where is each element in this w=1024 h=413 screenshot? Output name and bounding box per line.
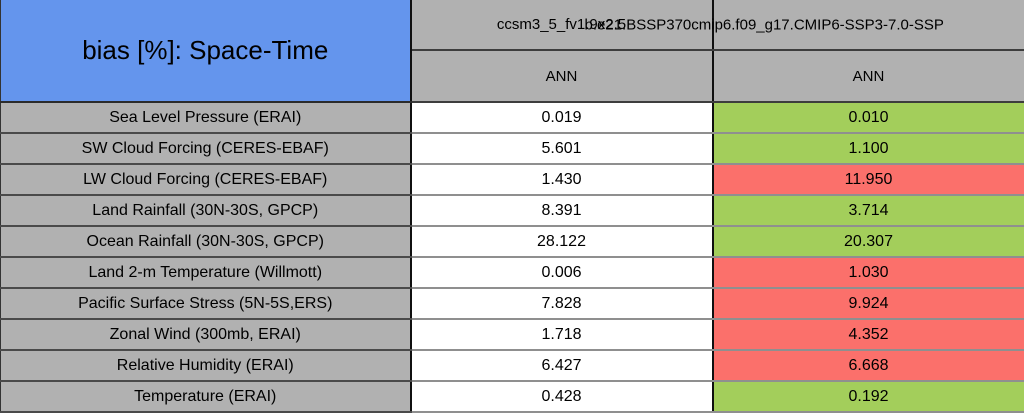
metric-label: Pacific Surface Stress (5N-5S,ERS) xyxy=(1,288,411,319)
metric-row: Land 2-m Temperature (Willmott) 0.006 1.… xyxy=(1,257,1024,288)
model-b-name: b.e21.BSSP370cmip6.f09_g17.CMIP6-SSP3-7.… xyxy=(585,16,944,33)
model-b-value: 20.307 xyxy=(713,226,1024,257)
model-b-value: 0.192 xyxy=(713,381,1024,412)
metric-row: LW Cloud Forcing (CERES-EBAF) 1.430 11.9… xyxy=(1,164,1024,195)
metric-row: SW Cloud Forcing (CERES-EBAF) 5.601 1.10… xyxy=(1,133,1024,164)
metric-label: Temperature (ERAI) xyxy=(1,381,411,412)
model-b-value: 3.714 xyxy=(713,195,1024,226)
metric-row: Pacific Surface Stress (5N-5S,ERS) 7.828… xyxy=(1,288,1024,319)
metric-label: SW Cloud Forcing (CERES-EBAF) xyxy=(1,133,411,164)
model-a-value: 0.019 xyxy=(411,102,713,133)
model-b-value: 1.030 xyxy=(713,257,1024,288)
model-b-value: 0.010 xyxy=(713,102,1024,133)
metric-label: Land 2-m Temperature (Willmott) xyxy=(1,257,411,288)
season-header-b: ANN xyxy=(713,50,1024,102)
metric-label: Sea Level Pressure (ERAI) xyxy=(1,102,411,133)
season-header-a: ANN xyxy=(411,50,713,102)
column-header-model-b: b.e21.BSSP370cmip6.f09_g17.CMIP6-SSP3-7.… xyxy=(713,0,1024,50)
model-b-value: 1.100 xyxy=(713,133,1024,164)
metric-label: Land Rainfall (30N-30S, GPCP) xyxy=(1,195,411,226)
model-b-value: 11.950 xyxy=(713,164,1024,195)
model-b-value: 6.668 xyxy=(713,350,1024,381)
model-a-value: 0.428 xyxy=(411,381,713,412)
model-a-value: 6.427 xyxy=(411,350,713,381)
metric-label: Ocean Rainfall (30N-30S, GPCP) xyxy=(1,226,411,257)
metric-row: Zonal Wind (300mb, ERAI) 1.718 4.352 xyxy=(1,319,1024,350)
model-a-value: 1.718 xyxy=(411,319,713,350)
metric-row: Ocean Rainfall (30N-30S, GPCP) 28.122 20… xyxy=(1,226,1024,257)
model-a-value: 8.391 xyxy=(411,195,713,226)
metric-label: Relative Humidity (ERAI) xyxy=(1,350,411,381)
model-a-value: 1.430 xyxy=(411,164,713,195)
metric-row: Temperature (ERAI) 0.428 0.192 xyxy=(1,381,1024,412)
model-a-value: 0.006 xyxy=(411,257,713,288)
model-a-value: 7.828 xyxy=(411,288,713,319)
table-title: bias [%]: Space-Time xyxy=(1,0,411,102)
model-header-row: bias [%]: Space-Time ccsm3_5_fv1.9x2.5 b… xyxy=(1,0,1024,50)
model-b-value: 9.924 xyxy=(713,288,1024,319)
model-b-value: 4.352 xyxy=(713,319,1024,350)
metric-row: Relative Humidity (ERAI) 6.427 6.668 xyxy=(1,350,1024,381)
metric-label: Zonal Wind (300mb, ERAI) xyxy=(1,319,411,350)
metric-label: LW Cloud Forcing (CERES-EBAF) xyxy=(1,164,411,195)
model-a-value: 5.601 xyxy=(411,133,713,164)
metric-row: Sea Level Pressure (ERAI) 0.019 0.010 xyxy=(1,102,1024,133)
metric-row: Land Rainfall (30N-30S, GPCP) 8.391 3.71… xyxy=(1,195,1024,226)
model-a-value: 28.122 xyxy=(411,226,713,257)
